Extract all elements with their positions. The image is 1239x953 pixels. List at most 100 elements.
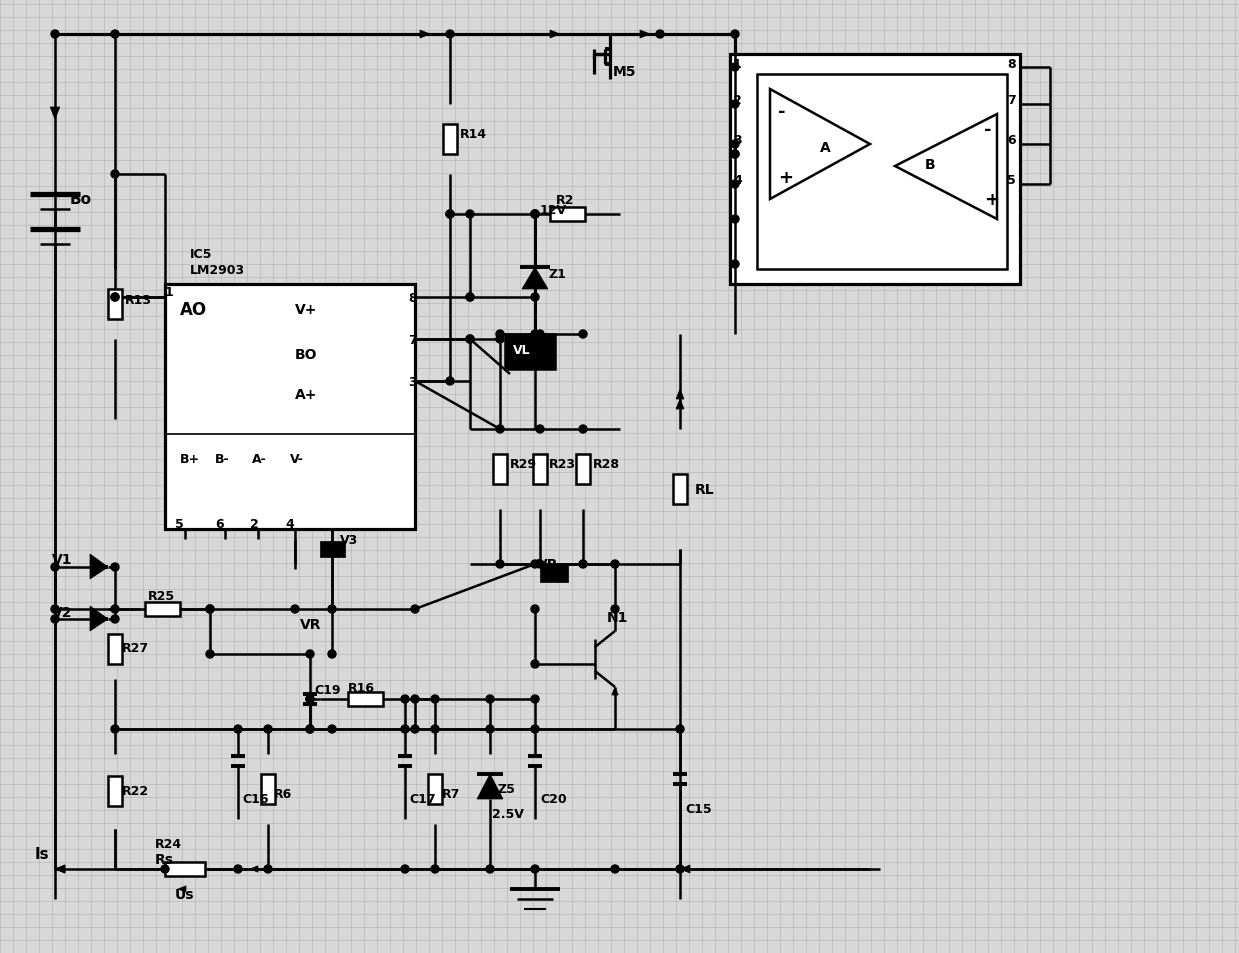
Polygon shape xyxy=(51,108,59,120)
Text: 1: 1 xyxy=(733,58,742,71)
Circle shape xyxy=(306,650,313,659)
Text: C15: C15 xyxy=(685,802,711,816)
Polygon shape xyxy=(90,555,108,579)
Circle shape xyxy=(532,865,539,873)
Text: 4: 4 xyxy=(285,518,294,531)
Text: 3: 3 xyxy=(408,375,416,388)
Circle shape xyxy=(431,725,439,733)
Text: Z5: Z5 xyxy=(497,782,515,796)
Circle shape xyxy=(446,30,453,39)
Text: C19: C19 xyxy=(313,682,341,696)
Bar xyxy=(576,455,590,484)
Text: BO: BO xyxy=(295,348,317,361)
Text: Bo: Bo xyxy=(69,193,92,208)
Circle shape xyxy=(611,605,620,614)
Circle shape xyxy=(306,696,313,703)
Text: 7: 7 xyxy=(408,334,416,346)
Circle shape xyxy=(532,331,539,338)
Bar xyxy=(506,335,555,370)
Text: V2: V2 xyxy=(52,605,73,619)
Text: R25: R25 xyxy=(147,590,175,603)
Text: C20: C20 xyxy=(540,793,566,805)
Text: 2: 2 xyxy=(733,93,742,107)
Circle shape xyxy=(112,171,119,179)
Circle shape xyxy=(112,294,119,302)
Text: A-: A- xyxy=(252,453,266,466)
Circle shape xyxy=(486,865,494,873)
Circle shape xyxy=(206,605,214,614)
Polygon shape xyxy=(676,399,684,410)
Circle shape xyxy=(264,725,273,733)
Polygon shape xyxy=(680,865,690,873)
Text: R16: R16 xyxy=(348,680,375,694)
Circle shape xyxy=(264,865,273,873)
Circle shape xyxy=(731,151,738,159)
Text: 5: 5 xyxy=(175,518,183,531)
Circle shape xyxy=(579,331,587,338)
Bar xyxy=(165,285,415,530)
Text: 4: 4 xyxy=(733,173,742,186)
Circle shape xyxy=(532,211,539,219)
Text: R14: R14 xyxy=(460,129,487,141)
Circle shape xyxy=(431,696,439,703)
Circle shape xyxy=(731,141,738,149)
Circle shape xyxy=(306,725,313,733)
Circle shape xyxy=(532,294,539,302)
Text: M5: M5 xyxy=(613,65,637,79)
Text: R6: R6 xyxy=(274,788,292,801)
Circle shape xyxy=(579,560,587,568)
Circle shape xyxy=(411,605,419,614)
Circle shape xyxy=(51,563,59,572)
Text: IC5: IC5 xyxy=(190,248,212,261)
Text: R24: R24 xyxy=(155,838,182,851)
Polygon shape xyxy=(250,866,258,872)
Text: R13: R13 xyxy=(125,294,152,306)
Bar xyxy=(757,75,1007,270)
Circle shape xyxy=(411,725,419,733)
Circle shape xyxy=(611,560,620,568)
Bar xyxy=(493,455,507,484)
Text: C16: C16 xyxy=(242,793,269,805)
Circle shape xyxy=(206,650,214,659)
Polygon shape xyxy=(477,774,503,800)
Text: AO: AO xyxy=(180,301,207,318)
Bar xyxy=(540,564,567,582)
Bar xyxy=(261,774,275,804)
Circle shape xyxy=(112,616,119,623)
Bar xyxy=(165,862,204,876)
Text: 6: 6 xyxy=(216,518,223,531)
Circle shape xyxy=(112,30,119,39)
Circle shape xyxy=(496,335,504,344)
Polygon shape xyxy=(612,687,618,696)
Circle shape xyxy=(446,211,453,219)
Circle shape xyxy=(496,331,504,338)
Circle shape xyxy=(496,426,504,434)
Circle shape xyxy=(536,426,544,434)
Polygon shape xyxy=(641,30,650,39)
Circle shape xyxy=(112,294,119,302)
Circle shape xyxy=(611,865,620,873)
Circle shape xyxy=(328,605,336,614)
Circle shape xyxy=(532,696,539,703)
Text: R28: R28 xyxy=(593,458,620,471)
Circle shape xyxy=(234,725,242,733)
Circle shape xyxy=(51,616,59,623)
Text: +: + xyxy=(778,169,793,187)
Text: B+: B+ xyxy=(180,453,201,466)
Text: R2: R2 xyxy=(556,193,575,206)
Circle shape xyxy=(466,294,475,302)
Polygon shape xyxy=(550,30,560,39)
Text: B: B xyxy=(926,158,935,172)
Polygon shape xyxy=(90,606,108,631)
Circle shape xyxy=(466,294,475,302)
Text: VR: VR xyxy=(536,558,559,572)
Circle shape xyxy=(446,377,453,386)
Polygon shape xyxy=(522,268,548,290)
Text: 6: 6 xyxy=(1007,133,1016,147)
Bar xyxy=(730,55,1020,285)
Circle shape xyxy=(411,696,419,703)
Text: 1: 1 xyxy=(165,285,173,298)
Text: -: - xyxy=(778,103,786,121)
Text: VL: VL xyxy=(513,343,530,356)
Circle shape xyxy=(655,30,664,39)
